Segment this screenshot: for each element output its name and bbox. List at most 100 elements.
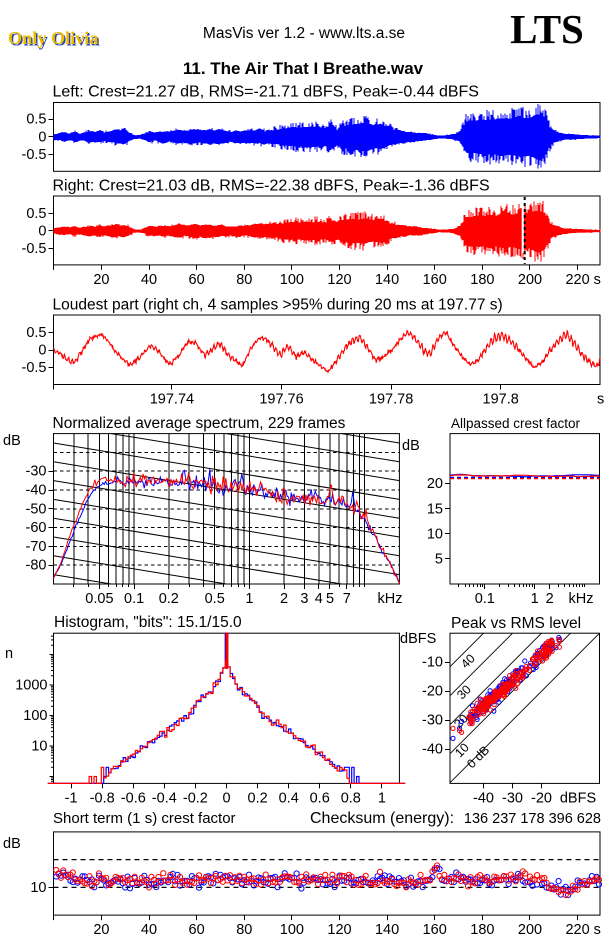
svg-text:-40: -40: [473, 790, 494, 806]
svg-text:20: 20: [93, 272, 109, 288]
svg-text:0.1: 0.1: [124, 591, 144, 607]
svg-text:s: s: [594, 922, 601, 938]
svg-text:120: 120: [327, 272, 351, 288]
svg-text:dBFS: dBFS: [400, 631, 436, 647]
svg-text:140: 140: [375, 922, 399, 938]
svg-text:1: 1: [531, 591, 539, 607]
svg-text:20: 20: [93, 922, 109, 938]
svg-text:Histogram, "bits": 15.1/15.0: Histogram, "bits": 15.1/15.0: [54, 614, 242, 631]
svg-text:0.8: 0.8: [341, 790, 361, 806]
svg-text:-60: -60: [26, 520, 47, 536]
svg-text:-30: -30: [502, 790, 523, 806]
svg-text:160: 160: [423, 922, 447, 938]
svg-text:Short term (1 s) crest factor: Short term (1 s) crest factor: [53, 810, 236, 827]
svg-text:11. The Air That I Breathe.wav: 11. The Air That I Breathe.wav: [183, 59, 424, 78]
svg-text:3: 3: [300, 591, 308, 607]
svg-text:-0.2: -0.2: [183, 790, 208, 806]
svg-text:2: 2: [280, 591, 288, 607]
svg-text:0.2: 0.2: [159, 591, 179, 607]
svg-text:-40: -40: [422, 742, 443, 758]
svg-text:40: 40: [141, 272, 157, 288]
svg-text:dBFS: dBFS: [560, 790, 596, 806]
svg-text:15: 15: [427, 501, 443, 517]
svg-text:-0.4: -0.4: [152, 790, 177, 806]
svg-text:0.2: 0.2: [248, 790, 268, 806]
svg-text:-40: -40: [26, 483, 47, 499]
svg-text:LTS: LTS: [510, 6, 584, 52]
svg-text:20: 20: [427, 476, 443, 492]
svg-text:-0.5: -0.5: [22, 241, 47, 257]
svg-text:kHz: kHz: [569, 591, 594, 607]
svg-text:60: 60: [189, 272, 205, 288]
svg-text:220: 220: [565, 272, 589, 288]
svg-text:197.78: 197.78: [369, 392, 413, 408]
svg-text:180: 180: [470, 922, 494, 938]
svg-text:0: 0: [38, 129, 46, 145]
svg-text:Allpassed crest factor: Allpassed crest factor: [451, 416, 581, 431]
svg-text:Left: Crest=21.27 dB, RMS=-21.: Left: Crest=21.27 dB, RMS=-21.71 dBFS, P…: [53, 84, 479, 101]
svg-text:100: 100: [23, 708, 47, 724]
svg-text:0.5: 0.5: [26, 325, 46, 341]
svg-text:120: 120: [327, 922, 351, 938]
svg-text:10: 10: [31, 739, 47, 755]
svg-text:-0.5: -0.5: [22, 147, 47, 163]
svg-text:100: 100: [280, 922, 304, 938]
svg-text:0.1: 0.1: [475, 591, 495, 607]
svg-text:s: s: [594, 272, 601, 288]
svg-text:MasVis ver 1.2 - www.lts.a.se: MasVis ver 1.2 - www.lts.a.se: [203, 25, 405, 42]
svg-text:80: 80: [236, 922, 252, 938]
svg-text:Only Olivia: Only Olivia: [8, 28, 98, 48]
svg-text:100: 100: [280, 272, 304, 288]
svg-text:Checksum (energy):: Checksum (energy):: [310, 810, 454, 827]
svg-text:0.6: 0.6: [310, 790, 330, 806]
svg-text:140: 140: [375, 272, 399, 288]
svg-text:0.4: 0.4: [279, 790, 299, 806]
svg-text:60: 60: [189, 922, 205, 938]
svg-text:0: 0: [38, 343, 46, 359]
svg-text:0.5: 0.5: [26, 112, 46, 128]
svg-text:kHz: kHz: [378, 591, 403, 607]
svg-text:-1: -1: [65, 790, 78, 806]
svg-text:2: 2: [546, 591, 554, 607]
svg-text:-80: -80: [26, 558, 47, 574]
svg-text:136 237 178 396 628: 136 237 178 396 628: [464, 811, 601, 827]
svg-text:-50: -50: [26, 501, 47, 517]
svg-text:0: 0: [38, 224, 46, 240]
svg-text:Normalized average spectrum, 2: Normalized average spectrum, 229 frames: [53, 415, 346, 432]
svg-text:-10: -10: [422, 655, 443, 671]
svg-text:7: 7: [343, 591, 351, 607]
svg-text:dB: dB: [3, 433, 21, 449]
svg-text:200: 200: [518, 922, 542, 938]
svg-text:-0.5: -0.5: [22, 360, 47, 376]
svg-text:-30: -30: [422, 713, 443, 729]
svg-text:5: 5: [435, 551, 443, 567]
svg-text:4: 4: [315, 591, 323, 607]
svg-text:220: 220: [565, 922, 589, 938]
svg-text:10: 10: [30, 880, 46, 896]
svg-text:0.05: 0.05: [85, 591, 113, 607]
svg-text:-0.8: -0.8: [90, 790, 115, 806]
svg-text:-20: -20: [531, 790, 552, 806]
svg-text:0.5: 0.5: [205, 591, 225, 607]
svg-text:80: 80: [236, 272, 252, 288]
svg-text:s: s: [597, 392, 604, 408]
svg-text:197.74: 197.74: [150, 392, 194, 408]
svg-text:-0.6: -0.6: [121, 790, 146, 806]
svg-text:-20: -20: [422, 684, 443, 700]
svg-text:Loudest part (right ch, 4 samp: Loudest part (right ch, 4 samples >95% d…: [53, 297, 503, 314]
svg-text:Only Olivia: Only Olivia: [9, 29, 99, 49]
svg-text:n: n: [5, 646, 13, 662]
svg-text:dB: dB: [402, 438, 420, 454]
svg-text:-30: -30: [26, 464, 47, 480]
svg-text:0: 0: [222, 790, 230, 806]
svg-text:1000: 1000: [15, 678, 47, 694]
svg-text:40: 40: [141, 922, 157, 938]
svg-text:0.5: 0.5: [26, 206, 46, 222]
svg-text:5: 5: [326, 591, 334, 607]
svg-text:180: 180: [470, 272, 494, 288]
svg-text:Right: Crest=21.03 dB, RMS=-22: Right: Crest=21.03 dB, RMS=-22.38 dBFS, …: [53, 178, 490, 195]
svg-text:1: 1: [245, 591, 253, 607]
svg-text:10: 10: [427, 526, 443, 542]
svg-text:197.76: 197.76: [259, 392, 303, 408]
svg-text:200: 200: [518, 272, 542, 288]
